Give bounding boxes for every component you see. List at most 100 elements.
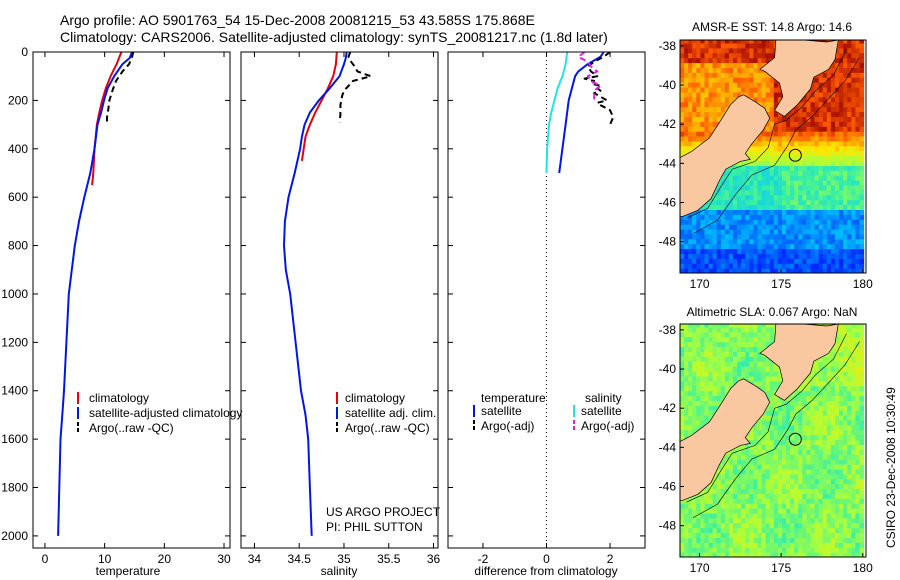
heatmap-cell: [745, 459, 750, 465]
heatmap-cell: [741, 532, 746, 538]
heatmap-cell: [855, 512, 861, 519]
heatmap-cell: [843, 116, 848, 122]
heatmap-cell: [790, 419, 795, 426]
heatmap-cell: [700, 385, 706, 392]
heatmap-cell: [688, 380, 693, 387]
heatmap-cell: [696, 40, 701, 44]
heatmap-cell: [826, 248, 832, 254]
heatmap-cell: [757, 468, 763, 475]
heatmap-cell: [847, 434, 852, 441]
heatmap-cell: [745, 194, 750, 201]
heatmap-cell: [847, 473, 852, 480]
heatmap-cell: [684, 72, 689, 78]
heatmap-cell: [777, 415, 783, 421]
heatmap-cell: [855, 248, 861, 254]
heatmap-cell: [680, 415, 685, 421]
heatmap-cell: [806, 537, 812, 543]
heatmap-cell: [790, 395, 795, 401]
heatmap-cell: [684, 552, 689, 557]
heatmap-cell: [761, 165, 767, 171]
heatmap-cell: [696, 47, 701, 54]
heatmap-cell: [720, 385, 726, 392]
heatmap-cell: [720, 512, 726, 519]
heatmap-cell: [773, 419, 779, 426]
heatmap-cell: [826, 419, 832, 426]
heatmap-cell: [818, 126, 824, 132]
heatmap-cell: [847, 57, 852, 64]
heatmap-cell: [769, 184, 775, 191]
heatmap-cell: [822, 121, 828, 127]
heatmap-cell: [839, 512, 844, 519]
heatmap-cell: [806, 165, 812, 171]
heatmap-cell: [737, 219, 742, 225]
heatmap-cell: [843, 219, 848, 225]
heatmap-cell: [826, 488, 832, 494]
heatmap-cell: [708, 346, 714, 352]
heatmap-cell: [830, 126, 836, 132]
heatmap-cell: [728, 366, 734, 372]
heatmap-cell: [843, 552, 848, 557]
heatmap-cell: [806, 243, 812, 250]
heatmap-cell: [773, 155, 779, 161]
heatmap-cell: [716, 400, 722, 406]
heatmap-cell: [712, 375, 718, 382]
heatmap-cell: [737, 488, 742, 494]
heatmap-cell: [826, 145, 832, 152]
heatmap-cell: [684, 52, 689, 59]
heatmap-cell: [728, 552, 734, 557]
heatmap-cell: [835, 135, 840, 142]
heatmap-cell: [826, 243, 832, 250]
heatmap-cell: [855, 371, 861, 377]
heatmap-cell: [765, 439, 771, 445]
heatmap-cell: [835, 184, 840, 191]
heatmap-cell: [769, 126, 775, 132]
heatmap-cell: [753, 194, 759, 201]
heatmap-cell: [769, 243, 775, 250]
heatmap-cell: [810, 434, 816, 441]
heatmap-cell: [843, 131, 848, 137]
heatmap-cell: [855, 160, 861, 166]
heatmap-cell: [753, 52, 759, 59]
heatmap-cell: [810, 184, 816, 191]
heatmap-cell: [733, 52, 738, 59]
heatmap-cell: [847, 248, 852, 254]
heatmap-cell: [802, 547, 808, 553]
heatmap-cell: [806, 429, 812, 436]
heatmap-cell: [826, 121, 832, 127]
heatmap-cell: [790, 140, 795, 147]
heatmap-cell: [818, 258, 824, 264]
heatmap-cell: [761, 542, 767, 548]
heatmap-cell: [680, 346, 685, 352]
heatmap-cell: [851, 150, 856, 157]
heatmap-cell: [818, 243, 824, 250]
heatmap-cell: [786, 160, 791, 166]
heatmap-cell: [839, 219, 844, 225]
heatmap-cell: [859, 488, 865, 494]
heatmap-cell: [810, 209, 816, 215]
heatmap-cell: [847, 380, 852, 387]
heatmap-cell: [802, 101, 808, 108]
heatmap-cell: [851, 155, 856, 161]
heatmap-cell: [835, 464, 840, 470]
heatmap-cell: [782, 155, 787, 161]
heatmap-cell: [692, 336, 697, 343]
difference-panel: -2 0 2 difference from climatology tempera…: [447, 51, 646, 578]
heatmap-cell: [753, 508, 759, 514]
heatmap-cell: [733, 542, 738, 548]
heatmap-cell: [782, 527, 787, 534]
heatmap-cell: [757, 91, 763, 98]
heatmap-cell: [818, 444, 824, 450]
heatmap-cell: [749, 434, 754, 441]
y-tick-label: 2000: [1, 529, 28, 543]
heatmap-cell: [843, 214, 848, 220]
heatmap-cell: [684, 366, 689, 372]
heatmap-cell: [712, 238, 718, 245]
salinity-legend: climatology satellite adj. clim. Argo(..…: [336, 391, 436, 435]
heatmap-cell: [826, 424, 832, 431]
heatmap-cell: [835, 96, 840, 103]
heatmap-cell: [753, 488, 759, 494]
heatmap-cell: [786, 204, 791, 210]
heatmap-cell: [716, 189, 722, 196]
heatmap-cell: [814, 366, 820, 372]
heatmap-cell: [806, 126, 812, 132]
